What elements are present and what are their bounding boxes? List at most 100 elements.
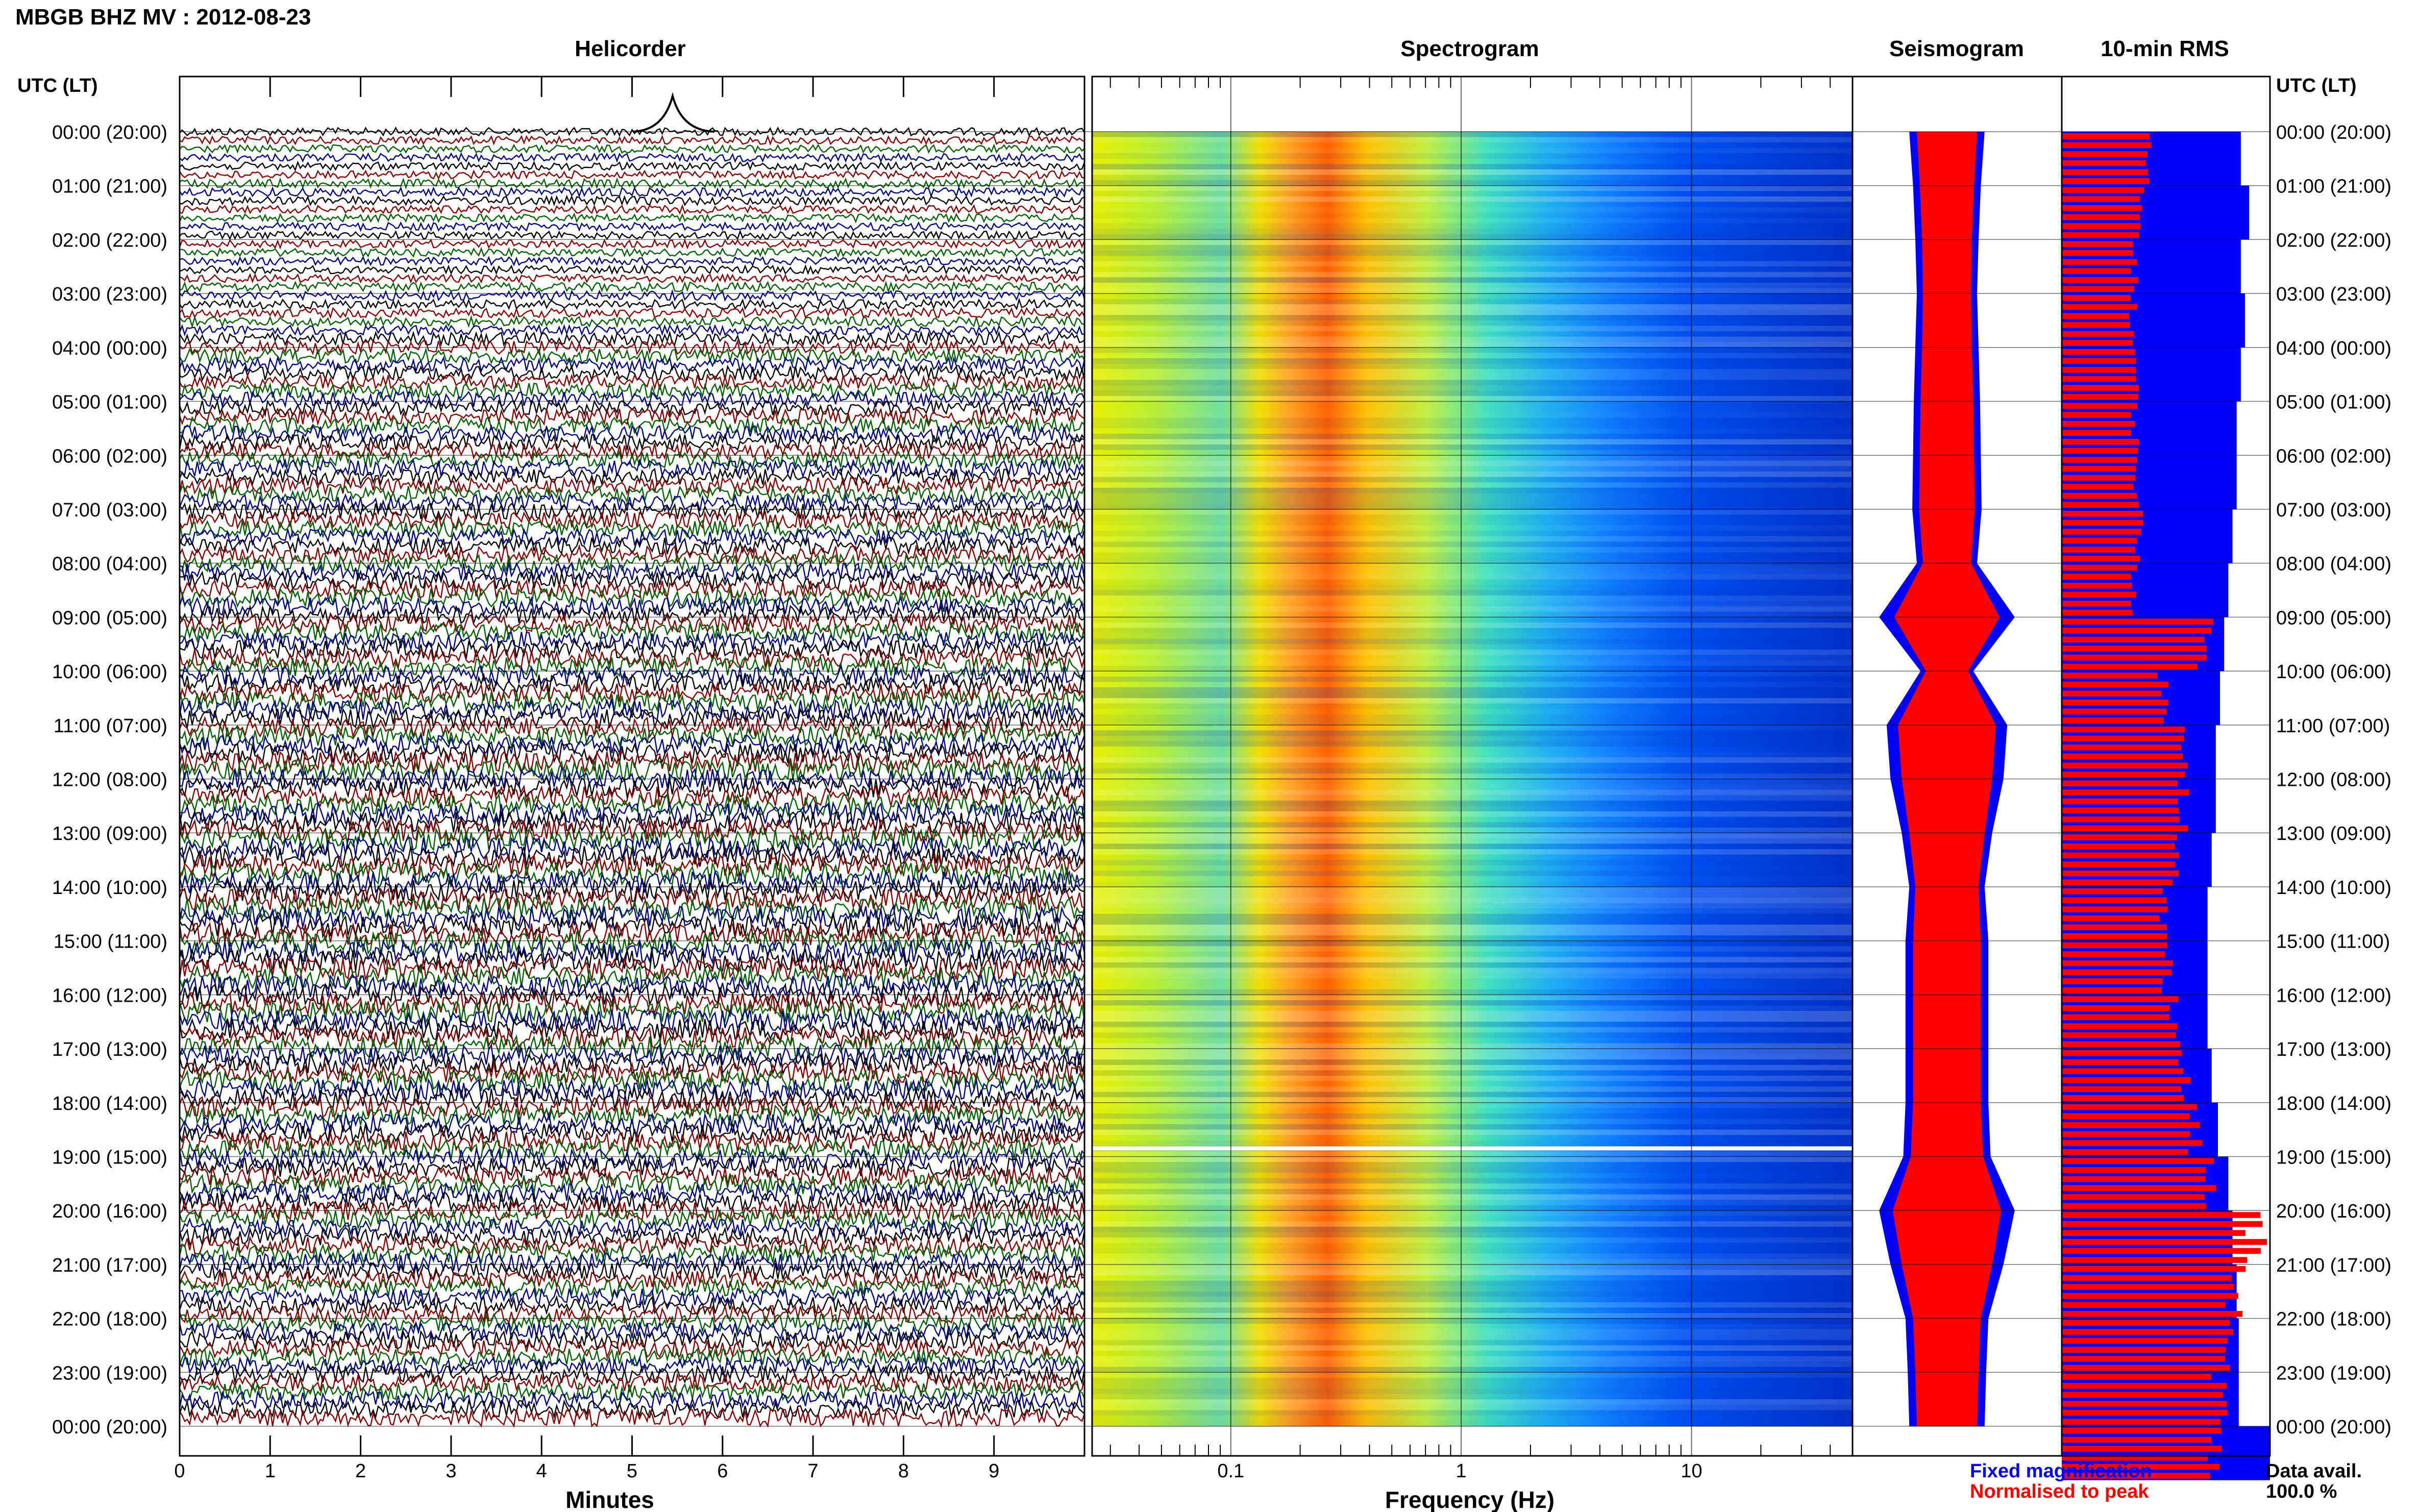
spectrogram-stripe: [1092, 1178, 1853, 1184]
rms-bar-normalised: [2062, 457, 2137, 463]
rms-bar-normalised: [2062, 1266, 2246, 1272]
rms-bar-fixed: [2062, 1426, 2270, 1480]
spectrogram-stripe: [1092, 283, 1853, 288]
rms-bar-normalised: [2062, 412, 2131, 418]
spectrogram-stripe: [1092, 871, 1853, 876]
spectrogram-stripe: [1092, 309, 1853, 315]
hour-label-right: 13:00 (09:00): [2276, 823, 2391, 845]
hour-label-right: 08:00 (04:00): [2276, 554, 2391, 575]
spectrogram-stripe: [1092, 266, 1853, 272]
hour-label-right: 20:00 (16:00): [2276, 1201, 2391, 1222]
rms-bar-normalised: [2062, 420, 2135, 427]
rms-bar-normalised: [2062, 268, 2131, 274]
spectrogram-stripe: [1092, 1421, 1853, 1426]
rms-bar-normalised: [2062, 1095, 2184, 1101]
helicorder-trace: [179, 1303, 1085, 1325]
rms-bar-normalised: [2062, 1068, 2184, 1074]
spectrogram-stripe: [1092, 698, 1853, 704]
time-axis-label-left: UTC (LT): [17, 75, 98, 96]
rms-bar-normalised: [2062, 1473, 2210, 1479]
spectrogram-stripe: [1092, 1302, 1853, 1308]
spectrogram-stripe: [1092, 482, 1853, 488]
spectrogram-stripe: [1092, 256, 1853, 261]
rms-bar-normalised: [2062, 1194, 2205, 1200]
rms-bar-normalised: [2062, 852, 2179, 858]
rms-bar-normalised: [2062, 465, 2136, 472]
helicorder-trace: [179, 1243, 1085, 1265]
spectrogram-stripe: [1092, 876, 1853, 882]
spectrogram-stripe: [1092, 175, 1853, 181]
rms-bar-normalised: [2062, 1419, 2220, 1425]
hour-label-right: 11:00 (07:00): [2276, 715, 2390, 737]
spectrogram-stripe: [1092, 250, 1853, 256]
spectrogram-stripe: [1092, 822, 1853, 828]
spectrogram-stripe: [1092, 703, 1853, 709]
helicorder-trace: [179, 484, 1085, 505]
rms-bar-normalised: [2062, 618, 2213, 625]
hour-label-right: 01:00 (21:00): [2276, 176, 2391, 197]
spectrogram-stripe: [1092, 919, 1853, 925]
rms-bar-normalised: [2062, 798, 2178, 805]
rms-bar-normalised: [2062, 133, 2150, 139]
helicorder-trace: [179, 152, 1085, 163]
rms-bar-fixed: [2062, 779, 2216, 833]
spectrogram-stripe: [1092, 660, 1853, 666]
spectrogram-stripe: [1092, 164, 1853, 169]
rms-bar-normalised: [2062, 1337, 2228, 1344]
spectrogram-stripe: [1092, 860, 1853, 865]
helicorder-trace: [179, 1295, 1085, 1316]
spectrogram-stripe: [1092, 1000, 1853, 1006]
helicorder-trace: [179, 221, 1085, 232]
helicorder-trace: [179, 561, 1085, 583]
spectrogram-stripe: [1092, 952, 1853, 957]
spectrogram-stripe: [1092, 563, 1853, 569]
helicorder-trace: [179, 1260, 1085, 1282]
helicorder-trace: [179, 314, 1085, 329]
spectrogram-stripe: [1092, 239, 1853, 245]
helicorder-trace: [179, 1286, 1085, 1308]
helicorder-trace: [179, 1000, 1085, 1025]
spectrogram-stripe: [1092, 1064, 1853, 1071]
rms-bar-fixed: [2062, 725, 2216, 779]
rms-bar-normalised: [2062, 1454, 2208, 1461]
rms-bar-normalised: [2062, 870, 2179, 877]
rms-bar-fixed: [2062, 995, 2208, 1049]
hour-label-left: 23:00 (19:00): [52, 1362, 167, 1384]
spectrogram-stripe: [1092, 1410, 1853, 1416]
helicorder-trace: [179, 324, 1085, 337]
hour-label-left: 00:00 (20:00): [52, 1417, 167, 1438]
rms-bar-normalised: [2062, 502, 2139, 508]
hour-label-left: 14:00 (10:00): [52, 877, 167, 899]
helicorder-trace: [179, 596, 1085, 617]
spectrogram-stripe: [1092, 1291, 1853, 1297]
rms-bar-normalised: [2062, 1257, 2248, 1263]
spectrogram-stripe: [1092, 218, 1853, 224]
spectrogram-stripe: [1092, 1005, 1853, 1011]
helicorder-trace: [179, 1312, 1085, 1333]
spectrogram-stripe: [1092, 207, 1853, 213]
spectrogram-xlabel: Frequency (Hz): [1385, 1486, 1554, 1512]
helicorder-trace: [179, 1407, 1085, 1428]
rms-bar-normalised: [2062, 960, 2173, 966]
spectrogram-stripe: [1092, 924, 1853, 930]
rms-frame: [2061, 76, 2271, 1457]
rms-bar-normalised: [2062, 825, 2188, 832]
spectrogram-stripe: [1092, 315, 1853, 320]
rms-bar-fixed: [2062, 347, 2241, 402]
minute-tick-label: 5: [627, 1460, 637, 1482]
rms-bar-normalised: [2062, 1311, 2243, 1317]
spectrogram-stripe: [1092, 1043, 1853, 1049]
hour-label-right: 12:00 (08:00): [2276, 770, 2391, 791]
spectrogram-stripe: [1092, 1124, 1853, 1130]
rms-bar-fixed: [2062, 563, 2229, 617]
spectrogram-stripe: [1092, 213, 1853, 218]
hour-label-right: 05:00 (01:00): [2276, 392, 2391, 413]
helicorder-trace: [179, 264, 1085, 276]
spectrogram-stripe: [1092, 903, 1853, 909]
spectrogram-stripe: [1092, 611, 1853, 617]
spectrogram-stripe: [1092, 1049, 1853, 1054]
spectrogram-stripe: [1092, 1086, 1853, 1092]
spectrogram-stripe: [1092, 855, 1853, 860]
rms-bar-fixed: [2062, 185, 2250, 240]
helicorder-trace: [179, 741, 1085, 766]
